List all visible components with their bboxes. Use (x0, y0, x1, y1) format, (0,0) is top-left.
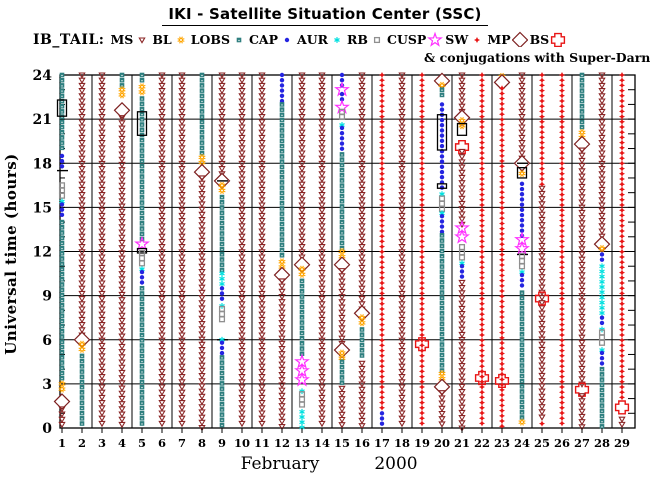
legend-item-label: SW (445, 32, 469, 47)
day-label: 4 (118, 436, 126, 450)
legend-item-sw: SW (445, 31, 485, 47)
day-label: 12 (274, 436, 290, 450)
day-label: 7 (178, 436, 186, 450)
bl-symbol-icon (177, 36, 185, 44)
legend-item-aur: AUR (297, 31, 345, 47)
legend-item-label: MP (487, 32, 511, 47)
day-label: 10 (234, 436, 250, 450)
legend-item-label: BL (152, 32, 172, 47)
day-label: 26 (554, 436, 570, 450)
day-label: 23 (494, 436, 510, 450)
legend-item-bs: BS (529, 31, 567, 48)
legend-item-label: BS (529, 32, 550, 47)
svg-text:6: 6 (42, 333, 52, 349)
cap-symbol-icon (284, 37, 290, 43)
day-label: 14 (314, 436, 330, 450)
day-label: 15 (334, 436, 350, 450)
legend-item-cusp: CUSP (387, 31, 444, 47)
sw-symbol-icon (474, 37, 481, 43)
svg-text:12: 12 (33, 245, 52, 261)
aur-symbol-icon (334, 37, 340, 43)
day-label: 19 (414, 436, 430, 450)
x-axis-year-label: 2000 (374, 454, 417, 474)
lobs-symbol-icon (236, 37, 242, 43)
legend-item-label: AUR (297, 32, 329, 47)
day-label: 11 (254, 436, 270, 450)
day-label: 24 (514, 436, 530, 450)
day-label: 16 (354, 436, 370, 450)
legend-item-ms: MS (110, 31, 150, 47)
x-axis-month-label: February (241, 454, 320, 474)
day-label: 18 (394, 436, 410, 450)
legend-title: IB_TAIL: (33, 32, 105, 48)
day-label: 5 (138, 436, 146, 450)
svg-text:3: 3 (42, 377, 52, 393)
day-label: 13 (294, 436, 310, 450)
legend-item-label: CAP (248, 32, 279, 47)
day-label: 8 (198, 436, 206, 450)
day-label: 6 (158, 436, 166, 450)
conjugation-note: & conjugations with Super-Darn r (424, 50, 650, 65)
svg-text:24: 24 (33, 68, 53, 84)
legend-item-rb: RB (347, 31, 385, 47)
day-label: 1 (58, 436, 66, 450)
day-label: 28 (594, 436, 610, 450)
day-label: 2 (78, 436, 86, 450)
day-label: 9 (218, 436, 226, 450)
day-label: 22 (474, 436, 490, 450)
legend-item-lobs: LOBS (191, 31, 247, 47)
day-label: 25 (534, 436, 550, 450)
day-label: 20 (434, 436, 450, 450)
legend: IB_TAIL: MS BL LOBS CAP AUR RB CUSP SW MP BS (33, 31, 633, 51)
legend-item-label: MS (110, 32, 134, 47)
cusp-symbol-icon (427, 31, 444, 47)
day-label: 3 (98, 436, 106, 450)
day-label: 27 (574, 436, 590, 450)
legend-item-bl: BL (152, 31, 188, 47)
legend-item-label: LOBS (190, 32, 230, 47)
svg-text:9: 9 (42, 289, 52, 305)
svg-text:0: 0 (42, 421, 52, 437)
legend-item-cap: CAP (249, 31, 295, 47)
svg-text:15: 15 (33, 200, 52, 216)
legend-item-label: RB (347, 32, 368, 47)
ms-symbol-icon (138, 37, 146, 44)
svg-text:18: 18 (33, 156, 52, 172)
rb-symbol-icon (373, 36, 381, 44)
legend-item-label: CUSP (387, 32, 427, 47)
bs-symbol-icon (551, 32, 566, 48)
day-label: 21 (454, 436, 470, 450)
page-title: IKI - Satellite Situation Center (SSC) (0, 5, 650, 26)
day-label: 29 (614, 436, 630, 450)
day-label: 17 (374, 436, 390, 450)
svg-text:21: 21 (33, 112, 52, 128)
